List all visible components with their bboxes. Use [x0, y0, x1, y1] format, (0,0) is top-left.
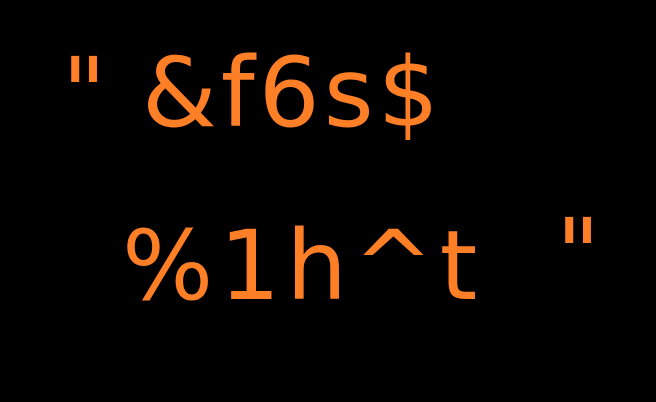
- quote-close: ": [556, 198, 601, 310]
- quote-open: ": [62, 37, 107, 149]
- line1-chars: &f6s$: [142, 37, 443, 149]
- line2-chars: %1h^t: [122, 210, 484, 322]
